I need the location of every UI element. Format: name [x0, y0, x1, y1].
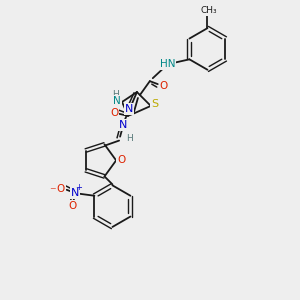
Text: S: S: [151, 99, 158, 109]
Text: O: O: [68, 201, 77, 211]
Text: O: O: [110, 108, 118, 118]
Text: CH₃: CH₃: [200, 6, 217, 15]
Text: HN: HN: [160, 59, 176, 69]
Text: H: H: [126, 134, 132, 143]
Text: ⁻: ⁻: [50, 185, 56, 198]
Text: N: N: [125, 104, 133, 114]
Text: O: O: [57, 184, 65, 194]
Text: O: O: [117, 155, 125, 165]
Text: +: +: [75, 183, 82, 192]
Text: N: N: [119, 120, 127, 130]
Text: N: N: [70, 188, 79, 198]
Text: H: H: [112, 89, 119, 98]
Text: O: O: [160, 81, 168, 91]
Text: N: N: [113, 96, 121, 106]
